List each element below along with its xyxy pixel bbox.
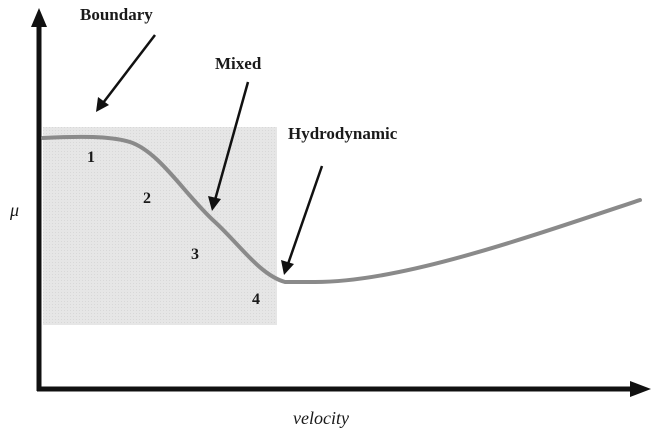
friction-curve: [41, 134, 642, 284]
mixed-arrow: [208, 81, 250, 211]
x-axis-arrowhead: [630, 381, 651, 397]
boundary-label: Boundary: [80, 5, 153, 24]
hydrodynamic-label: Hydrodynamic: [288, 124, 398, 143]
y-axis-arrowhead: [31, 8, 47, 27]
boundary-arrow: [96, 34, 156, 112]
y-axis-label: μ: [9, 200, 19, 220]
point-label-1: 1: [87, 149, 95, 166]
mixed-label: Mixed: [215, 54, 262, 73]
point-label-3: 3: [191, 246, 199, 263]
hydrodynamic-arrow: [281, 165, 324, 275]
shaded-lubrication-region: [43, 127, 277, 325]
x-axis-label: velocity: [293, 408, 349, 428]
point-label-2: 2: [143, 190, 151, 207]
point-label-4: 4: [252, 291, 260, 308]
